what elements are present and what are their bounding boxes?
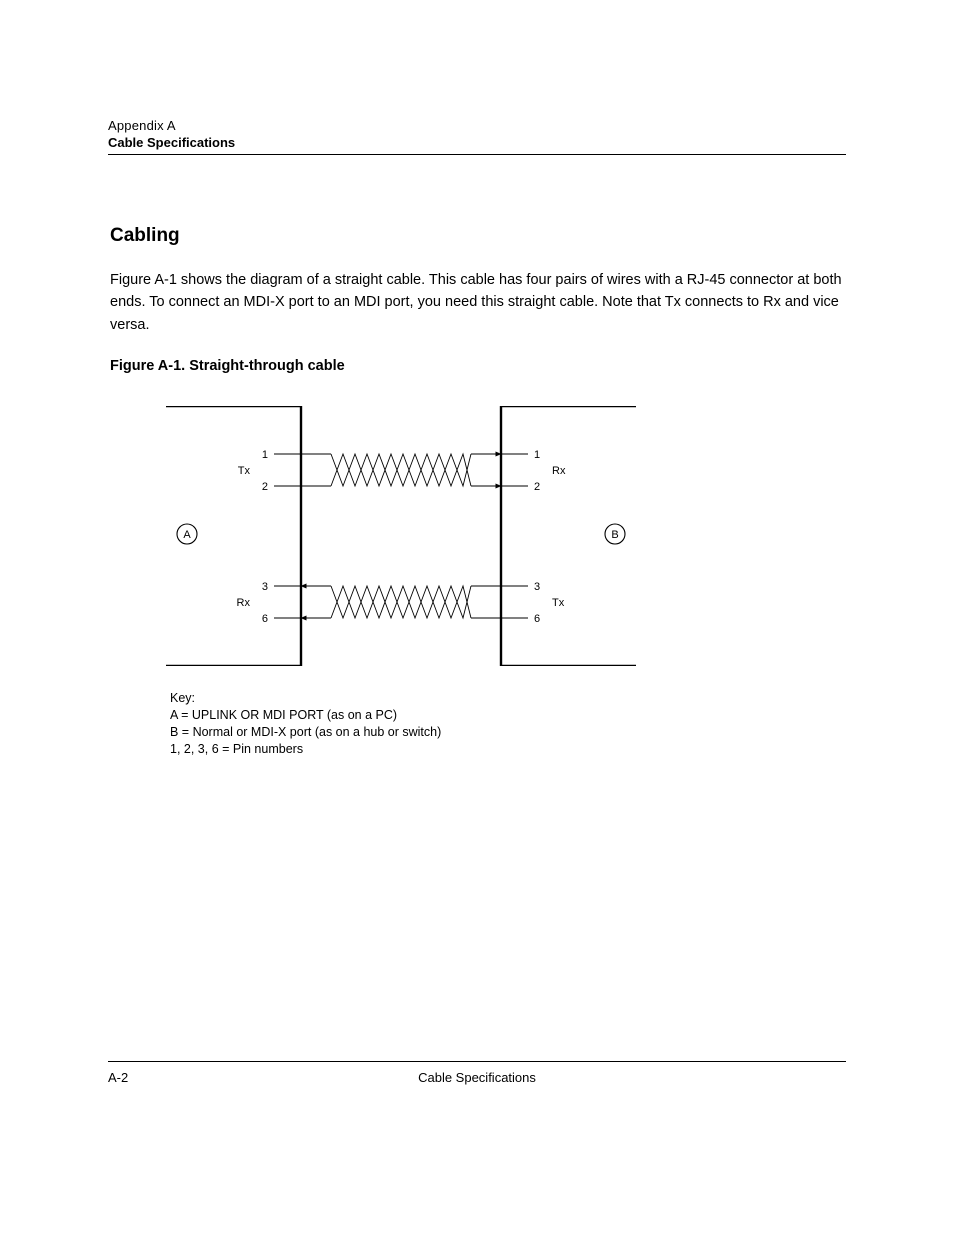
figure-caption: Figure A-1. Straight-through cable xyxy=(110,358,846,374)
header-rule xyxy=(108,154,846,155)
left-pin-1: 1 xyxy=(262,449,268,461)
right-tx-label: Tx xyxy=(552,597,565,609)
page-footer: A-2 Cable Specifications xyxy=(108,1061,846,1085)
key-line-a: A = UPLINK OR MDI PORT (as on a PC) xyxy=(170,707,846,724)
svg-text:B: B xyxy=(611,529,618,541)
pair-2 xyxy=(274,586,528,618)
left-tx-label: Tx xyxy=(238,465,251,477)
left-rx-label: Rx xyxy=(237,597,251,609)
svg-text:A: A xyxy=(183,529,191,541)
right-pin-6: 6 xyxy=(534,613,540,625)
section-title: Cabling xyxy=(110,225,846,247)
circle-b: B xyxy=(605,524,625,544)
right-pin-3: 3 xyxy=(534,581,540,593)
circle-a: A xyxy=(177,524,197,544)
chapter-label: Appendix A xyxy=(108,118,846,133)
figure-key: Key: A = UPLINK OR MDI PORT (as on a PC)… xyxy=(170,690,846,758)
key-line-b: B = Normal or MDI-X port (as on a hub or… xyxy=(170,724,846,741)
figure-a1: A B xyxy=(166,406,846,666)
right-rx-label: Rx xyxy=(552,465,566,477)
footer-right xyxy=(806,1070,846,1085)
wiring-diagram-svg: A B xyxy=(166,406,636,666)
pair-1 xyxy=(274,454,528,486)
footer-rule xyxy=(108,1061,846,1062)
key-line-pins: 1, 2, 3, 6 = Pin numbers xyxy=(170,741,846,758)
footer-center: Cable Specifications xyxy=(148,1070,806,1085)
chapter-title: Cable Specifications xyxy=(108,135,846,150)
right-pin-1: 1 xyxy=(534,449,540,461)
page-number: A-2 xyxy=(108,1070,148,1085)
left-pin-3: 3 xyxy=(262,581,268,593)
key-heading: Key: xyxy=(170,690,846,707)
right-pin-2: 2 xyxy=(534,481,540,493)
body-paragraph: Figure A-1 shows the diagram of a straig… xyxy=(110,269,846,336)
left-pin-2: 2 xyxy=(262,481,268,493)
page-header: Appendix A Cable Specifications xyxy=(108,118,846,155)
left-pin-6: 6 xyxy=(262,613,268,625)
